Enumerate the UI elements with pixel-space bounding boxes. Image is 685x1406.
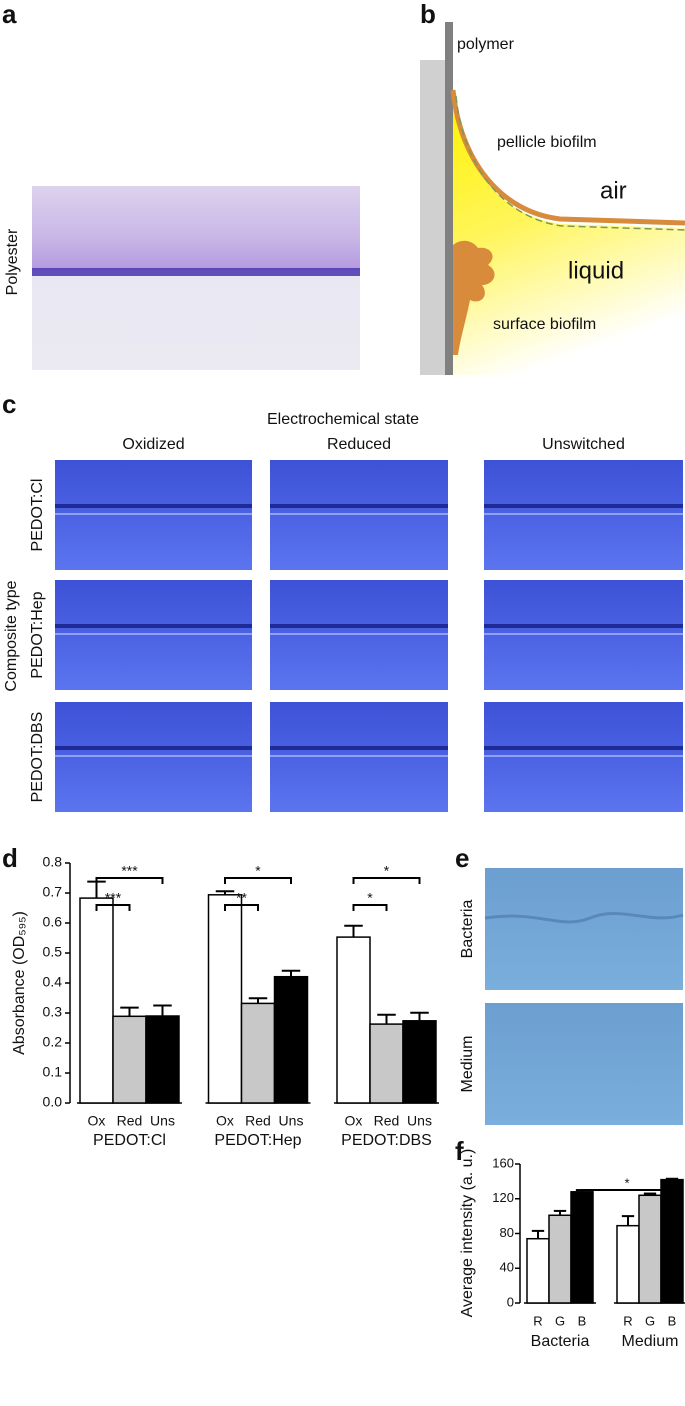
bar (526, 1237, 550, 1304)
row-title: Composite type (3, 580, 20, 691)
column-label: Unswitched (542, 436, 625, 453)
bar (369, 1023, 404, 1104)
panel-letter: f (455, 1136, 464, 1166)
panel-letter: c (2, 389, 16, 419)
biofilm-band (484, 911, 684, 924)
x-tick-label: G (555, 1313, 565, 1328)
x-group-label: PEDOT:Hep (214, 1132, 301, 1149)
micrograph (485, 1003, 683, 1125)
panel-letter: a (2, 0, 17, 29)
x-tick-label: B (668, 1313, 677, 1328)
y-axis-label: Average intensity (a. u.) (459, 1149, 476, 1318)
x-tick-label: Red (374, 1113, 400, 1129)
significance-bracket (95, 904, 131, 911)
x-group-label: PEDOT:Cl (93, 1132, 166, 1149)
significance-label: ** (236, 890, 247, 906)
significance-bracket (95, 877, 164, 884)
bar (112, 1015, 147, 1104)
y-tick-label: 40 (500, 1260, 514, 1275)
y-tick-label: 0 (507, 1294, 514, 1309)
micrograph (32, 186, 360, 370)
significance-label: * (255, 863, 261, 879)
pellicle-biofilm (450, 89, 685, 226)
x-tick-label: R (623, 1313, 632, 1328)
column-title: Electrochemical state (267, 411, 419, 428)
panel-letter: b (420, 0, 436, 29)
x-tick-label: Ox (88, 1113, 106, 1129)
y-tick-label: 0.3 (43, 1004, 63, 1020)
significance-bracket (352, 877, 421, 884)
y-tick-label: 0.4 (43, 974, 63, 990)
label: surface biofilm (493, 316, 596, 333)
bar (336, 936, 371, 1104)
biofilm-band (32, 268, 360, 276)
significance-bracket (224, 904, 259, 911)
bar (660, 1178, 684, 1304)
significance-bracket (352, 904, 388, 911)
y-tick-label: 0.5 (43, 944, 63, 960)
row-label: Polyester (4, 228, 21, 295)
x-tick-label: Red (245, 1113, 271, 1129)
panel-letter: e (455, 843, 469, 873)
bar (240, 1002, 276, 1104)
label: polymer (457, 36, 515, 53)
bar (570, 1191, 594, 1304)
y-tick-label: 0.6 (43, 914, 63, 930)
x-tick-label: R (533, 1313, 542, 1328)
column-label: Reduced (327, 436, 391, 453)
y-tick-label: 160 (492, 1155, 514, 1170)
x-tick-label: G (645, 1313, 655, 1328)
row-label: Medium (459, 1036, 476, 1093)
bar (402, 1020, 437, 1104)
significance-label: *** (121, 863, 138, 879)
substrate (420, 60, 445, 375)
label: pellicle biofilm (497, 134, 597, 151)
bar (79, 897, 114, 1104)
label: air (600, 177, 627, 204)
y-tick-label: 0.8 (43, 854, 63, 870)
y-tick-label: 0.2 (43, 1034, 63, 1050)
x-tick-label: B (578, 1313, 587, 1328)
y-tick-label: 0.1 (43, 1064, 63, 1080)
significance-label: * (624, 1175, 629, 1190)
bar (638, 1194, 662, 1304)
bar (548, 1214, 572, 1304)
significance-label: * (367, 890, 373, 906)
bar (273, 975, 309, 1104)
x-tick-label: Ox (345, 1113, 363, 1129)
x-group-label: Medium (622, 1333, 679, 1350)
polymer (445, 22, 453, 375)
row-label: PEDOT:Cl (29, 479, 46, 552)
bar (207, 894, 243, 1104)
y-axis-label: Absorbance (OD₅₉₅) (11, 911, 28, 1055)
row-label: PEDOT:Hep (29, 591, 46, 678)
x-tick-label: Uns (150, 1113, 175, 1129)
y-tick-label: 0.0 (43, 1094, 63, 1110)
x-tick-label: Red (117, 1113, 143, 1129)
label: liquid (568, 257, 624, 284)
row-label: PEDOT:DBS (29, 712, 46, 803)
surface-biofilm (453, 240, 495, 355)
panel-letter: d (2, 843, 18, 873)
pellicle-edge (455, 95, 685, 231)
micrograph (485, 868, 683, 990)
x-group-label: PEDOT:DBS (341, 1132, 432, 1149)
bar (616, 1224, 640, 1304)
significance-bracket (224, 877, 292, 884)
x-tick-label: Uns (279, 1113, 304, 1129)
x-tick-label: Uns (407, 1113, 432, 1129)
significance-label: *** (105, 890, 122, 906)
column-label: Oxidized (122, 436, 184, 453)
significance-label: * (384, 863, 390, 879)
x-tick-label: Ox (216, 1113, 234, 1129)
significance-bracket (581, 1189, 673, 1196)
x-group-label: Bacteria (531, 1333, 590, 1350)
y-tick-label: 80 (500, 1225, 514, 1240)
y-tick-label: 0.7 (43, 884, 63, 900)
bar (145, 1015, 180, 1104)
liquid (453, 92, 685, 375)
row-label: Bacteria (459, 900, 476, 959)
y-tick-label: 120 (492, 1190, 514, 1205)
